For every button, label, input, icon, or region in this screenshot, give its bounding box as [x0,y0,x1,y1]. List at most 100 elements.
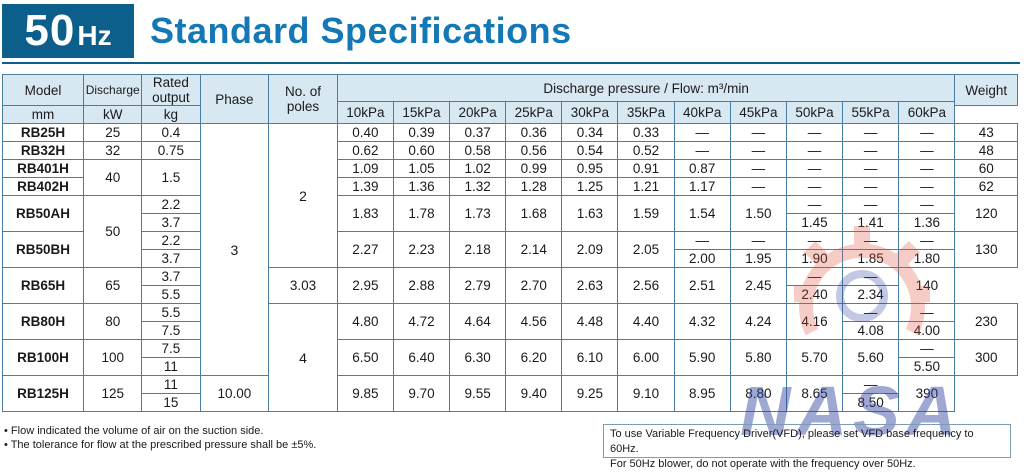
flow-cell: 4.32 [673,303,731,340]
flow-cell: 8.80 [729,375,787,412]
col-pressure: 55kPa [842,101,900,124]
discharge-cell: 125 [83,375,143,412]
unit-mm: mm [1,105,85,124]
flow-cell: 0.39 [392,123,451,142]
flow-cell: 1.50 [729,195,787,232]
flow-cell: 1.36 [392,177,451,196]
flow-cell: 0.87 [673,159,731,178]
flow-cell: 3.03 [268,267,338,304]
flow-cell: 5.80 [729,339,787,376]
flow-cell: 2.88 [392,267,451,304]
kw-cell: 3.7 [141,249,201,268]
flow-cell: 9.70 [392,375,451,412]
model-cell: RB100H [1,339,85,376]
flow-cell: 5.90 [673,339,731,376]
table-row: RB25H 25 0.4 3 2 0.40 0.39 0.37 0.36 0.3… [1,123,1018,376]
weight-cell: 300 [954,339,1018,376]
flow-cell: 0.56 [505,141,563,160]
flow-cell: 0.99 [505,159,563,178]
weight-cell: 140 [898,267,956,304]
model-cell: RB50BH [1,231,85,268]
table-row: RB32H 32 0.75 0.62 0.60 0.58 0.56 0.54 0… [1,141,1018,160]
frequency-badge: 50 Hz [2,4,134,58]
flow-cell: — [785,177,844,196]
col-pressure: 45kPa [729,101,787,124]
flow-cell: 5.60 [842,339,900,376]
flow-cell: — [673,231,731,250]
flow-cell: — [898,177,956,196]
flow-cell: 2.27 [336,231,394,268]
vfd-notice: To use Variable Frequency Driver(VFD), p… [603,424,1011,470]
weight-cell: 48 [954,141,1018,160]
table-row: RB50BH 2.2 2.27 2.23 2.18 2.14 2.09 2.05… [1,231,1018,268]
col-model: Model [1,74,85,106]
flow-cell: — [898,195,956,214]
flow-cell: 6.00 [617,339,675,376]
table-row: RB80H 80 5.5 4 4.80 4.72 4.64 4.56 4.48 … [1,303,1018,412]
flow-cell: — [898,339,956,358]
col-discharge: Discharge [83,74,143,106]
page-title: Standard Specifications [150,10,572,51]
header-rule [2,62,1020,64]
weight-cell: 130 [954,231,1018,268]
flow-cell: 2.79 [449,267,507,304]
weight-cell: 120 [954,195,1018,232]
table-row: 3.7 1.45 1.41 1.36 [3,213,1018,232]
phase-cell: 3 [199,123,270,376]
flow-cell: 8.50 [842,393,900,412]
model-cell: RB32H [1,141,85,160]
flow-cell: 0.54 [561,141,619,160]
flow-cell: 8.95 [673,375,731,412]
col-pressure: 25kPa [505,101,563,124]
weight-cell: 230 [954,303,1018,340]
flow-cell: 4.40 [617,303,675,340]
kw-cell: 3.7 [141,267,201,286]
flow-cell: 6.20 [505,339,563,376]
flow-cell: — [785,231,844,250]
watermark-logo: NASA [740,372,963,450]
discharge-cell: 32 [83,141,143,160]
flow-cell: 1.39 [336,177,394,196]
flow-cell: — [898,123,956,142]
discharge-cell: 25 [83,123,143,142]
kw-cell: 15 [141,393,201,412]
discharge-cell: 80 [83,303,143,340]
flow-cell: 2.09 [561,231,619,268]
flow-cell: 4.56 [505,303,563,340]
kw-cell: 2.2 [141,195,201,214]
frequency-number: 50 [24,6,76,55]
flow-cell: 1.95 [729,249,787,268]
flow-cell: 1.83 [336,195,394,232]
flow-cell: — [673,141,731,160]
flow-cell: — [785,123,844,142]
table-row: 7.5 4.08 4.00 [3,321,1018,340]
flow-cell: 1.32 [449,177,507,196]
flow-cell: 2.51 [673,267,731,304]
kw-cell: 1.5 [141,159,201,196]
flow-cell: 4.64 [449,303,507,340]
footnote: • Flow indicated the volume of air on th… [4,425,264,437]
flow-cell: — [842,177,900,196]
notice-line: To use Variable Frequency Driver(VFD), p… [610,428,974,455]
model-cell: RB402H [1,177,85,196]
flow-cell: 8.65 [785,375,844,412]
flow-cell: 9.10 [617,375,675,412]
kw-cell: 5.5 [141,285,201,304]
model-cell: RB80H [1,303,85,340]
flow-cell: — [785,141,844,160]
table-row: RB125H 125 11 10.00 9.85 9.70 9.55 9.40 … [1,375,1018,412]
flow-cell: 1.02 [449,159,507,178]
kw-cell: 0.75 [141,141,201,160]
kw-cell: 5.5 [141,303,201,322]
flow-cell: 0.52 [617,141,675,160]
flow-cell: 10.00 [199,375,270,412]
flow-cell: 0.62 [336,141,394,160]
discharge-cell: 40 [83,159,143,196]
frequency-unit: Hz [77,20,112,51]
flow-cell: 1.25 [561,177,619,196]
table-row: RB50AH 50 2.2 1.83 1.78 1.73 1.68 1.63 1… [1,195,1018,268]
col-pressure: 15kPa [392,101,451,124]
col-pressure: 10kPa [336,101,394,124]
flow-cell: 0.36 [505,123,563,142]
flow-cell: 0.33 [617,123,675,142]
